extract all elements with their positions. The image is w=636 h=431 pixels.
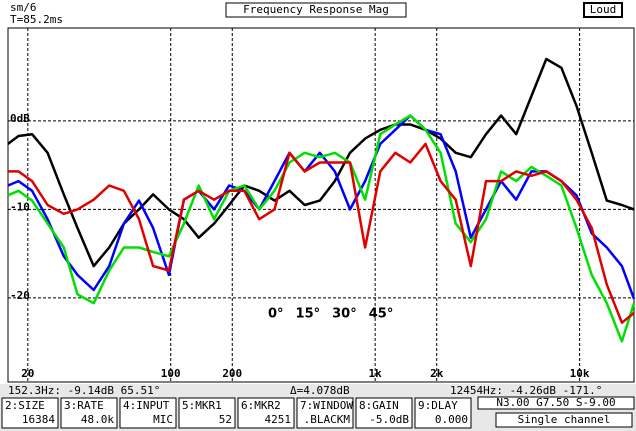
status-marker1: 152.3Hz: -9.14dB 65.51° bbox=[8, 384, 160, 397]
button-value[interactable]: 16384 bbox=[22, 413, 55, 426]
y-tick-label: -10 bbox=[10, 200, 30, 213]
function-button[interactable] bbox=[296, 397, 354, 429]
status-settings: N3.00 G7.50 S-9.00 bbox=[496, 396, 615, 409]
button-value[interactable]: 48.0k bbox=[81, 413, 114, 426]
button-value[interactable]: 0.000 bbox=[435, 413, 468, 426]
status-marker2: 12454Hz: -4.26dB -171.° bbox=[450, 384, 602, 397]
legend-entry: 0° bbox=[268, 307, 284, 322]
legend-entry: 15° bbox=[296, 307, 321, 322]
function-button[interactable] bbox=[60, 397, 118, 429]
loud-button[interactable] bbox=[583, 2, 623, 18]
function-button[interactable] bbox=[119, 397, 177, 429]
y-tick-label: -20 bbox=[10, 289, 30, 302]
chart-title: Frequency Response Mag bbox=[243, 3, 389, 16]
header-info: T=85.2ms bbox=[10, 13, 63, 26]
series-line bbox=[7, 114, 636, 300]
button-value[interactable]: -5.0dB bbox=[369, 413, 409, 426]
status-delta: Δ=4.078dB bbox=[290, 384, 350, 397]
function-button[interactable] bbox=[178, 397, 236, 429]
button-label[interactable]: 7:WINDOW bbox=[300, 399, 353, 412]
button-value[interactable]: 4251 bbox=[265, 413, 292, 426]
series-line bbox=[7, 114, 636, 343]
legend-entry: 45° bbox=[369, 307, 394, 322]
y-tick-label: 0dB bbox=[10, 112, 30, 125]
function-button[interactable] bbox=[237, 397, 295, 429]
plot-frame bbox=[7, 27, 635, 383]
x-tick-label: 100 bbox=[161, 367, 181, 380]
button-label[interactable]: 3:RATE bbox=[64, 399, 104, 412]
button-label[interactable]: 5:MKR1 bbox=[182, 399, 222, 412]
x-tick-label: 2k bbox=[430, 367, 444, 380]
button-label[interactable]: 6:MKR2 bbox=[241, 399, 281, 412]
x-tick-label: 20 bbox=[21, 367, 34, 380]
series-line bbox=[8, 142, 635, 324]
header-info: sm/6 bbox=[10, 1, 37, 14]
button-value[interactable]: 52 bbox=[219, 413, 232, 426]
button-label[interactable]: 8:GAIN bbox=[359, 399, 399, 412]
x-tick-label: 200 bbox=[222, 367, 242, 380]
button-label[interactable]: 9:DLAY bbox=[418, 399, 458, 412]
series-line bbox=[7, 57, 635, 268]
button-label[interactable]: 2:SIZE bbox=[5, 399, 45, 412]
mode-label[interactable]: Single channel bbox=[518, 413, 611, 426]
function-button[interactable] bbox=[1, 397, 59, 429]
function-button[interactable] bbox=[414, 397, 472, 429]
function-button[interactable] bbox=[355, 397, 413, 429]
button-value[interactable]: .BLACKM bbox=[304, 413, 351, 426]
x-tick-label: 10k bbox=[570, 367, 590, 380]
mode-button[interactable] bbox=[495, 412, 633, 428]
settings-box bbox=[477, 396, 635, 410]
button-value[interactable]: MIC bbox=[153, 413, 173, 426]
title-box bbox=[225, 2, 407, 18]
button-label[interactable]: 4:INPUT bbox=[123, 399, 170, 412]
loud-button-label[interactable]: Loud bbox=[590, 3, 617, 16]
legend-entry: 30° bbox=[332, 307, 357, 322]
x-tick-label: 1k bbox=[369, 367, 383, 380]
